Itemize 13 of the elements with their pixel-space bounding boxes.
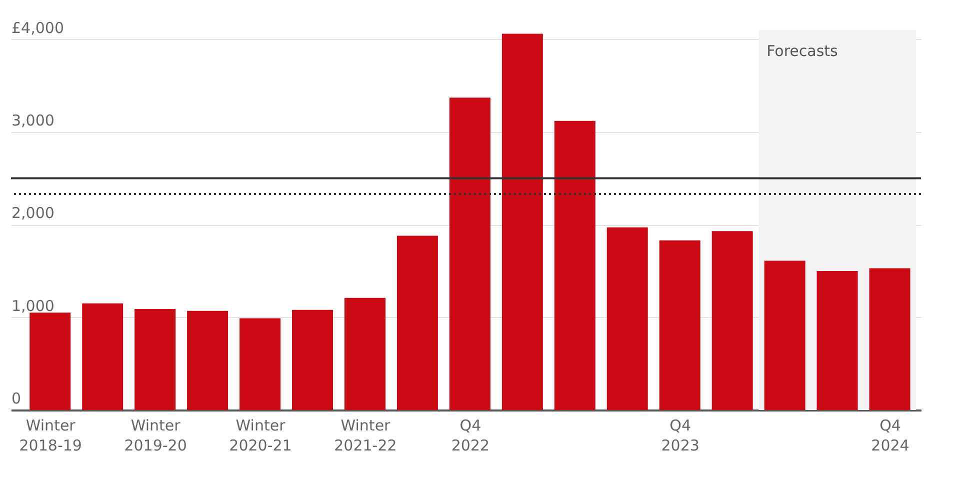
x-tick-label: Q4 2022: [451, 416, 490, 454]
x-tick-label: Winter 2018-19: [19, 416, 82, 454]
x-tick-label: Winter 2019-20: [124, 416, 187, 454]
y-tick-label: 2,000: [12, 204, 54, 222]
y-tick-label: 3,000: [12, 111, 54, 130]
x-tick-label: Q4 2023: [661, 416, 700, 454]
x-tick-label: Winter 2020-21: [229, 416, 292, 454]
y-tick-label: 1,000: [12, 296, 54, 315]
x-tick-label: Winter 2021-22: [334, 416, 397, 454]
annotation: Forecasts: [766, 42, 838, 60]
x-tick-label: Q4 2024: [871, 416, 910, 454]
y-tick-label: 0: [12, 390, 22, 408]
y-tick-label: £4,000: [12, 18, 64, 37]
